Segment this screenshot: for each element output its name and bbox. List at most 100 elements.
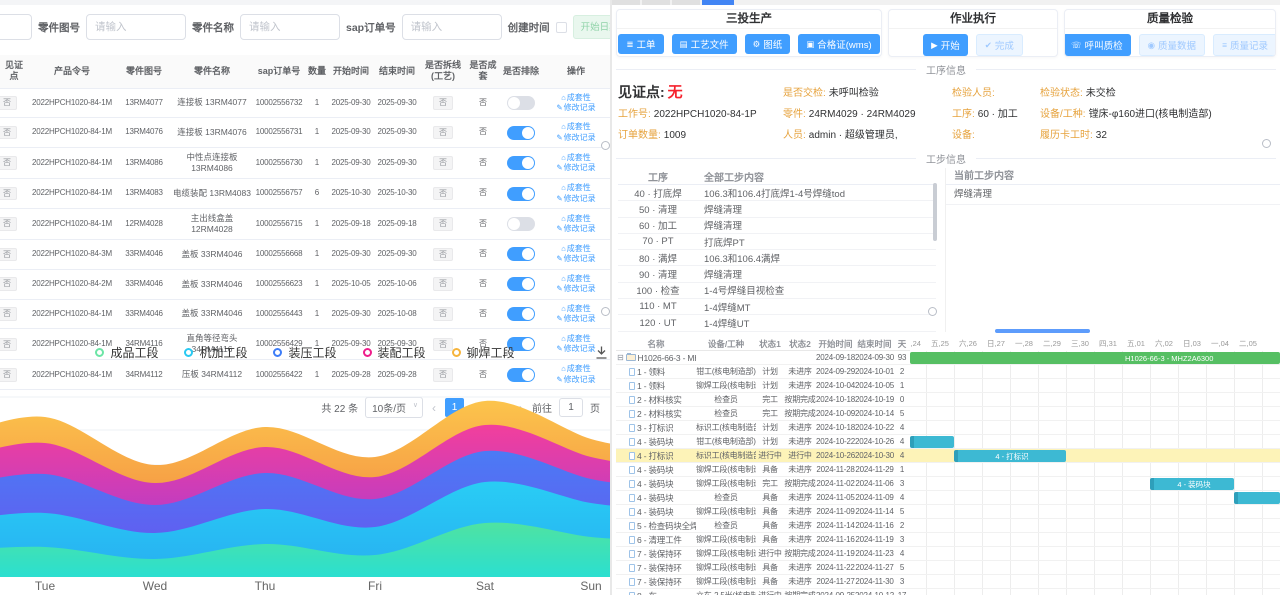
step-row[interactable]: 110 · MT 1-4焊缝MT xyxy=(618,299,936,316)
exclude-toggle[interactable] xyxy=(507,125,535,140)
page-size-select[interactable]: 10条/页 ∨ xyxy=(365,397,423,419)
suite-link[interactable]: ⌂成套性 xyxy=(561,364,591,374)
step-row[interactable]: 70 · PT 打底焊PT xyxy=(618,234,936,251)
gantt-row[interactable]: 6 - 清理工件 铆焊工段(核电制造部) 具备 未进序 2024-11-162024-1… xyxy=(616,533,910,547)
suite-link[interactable]: ⌂成套性 xyxy=(561,213,591,223)
suite-link[interactable]: ⌂成套性 xyxy=(561,334,591,344)
suite-link[interactable]: ⌂成套性 xyxy=(561,273,591,283)
step-row[interactable]: 60 · 加工 焊缝清理 xyxy=(618,218,936,234)
table-row[interactable]: 否 2022HPCH1020-84-1M 13RM4077 连接板 13RM4077 1… xyxy=(0,88,610,119)
resize-handle[interactable] xyxy=(1262,139,1271,148)
table-row[interactable]: 否 2022HPCH1020-84-1M 34RM4112 压板 34RM4112 10… xyxy=(0,359,610,391)
exclude-toggle[interactable] xyxy=(507,247,535,262)
suite-link[interactable]: ⌂成套性 xyxy=(561,303,591,313)
step-row[interactable]: 50 · 清理 焊缝清理 xyxy=(618,201,936,218)
tab-active[interactable] xyxy=(702,0,734,5)
quality-data-button[interactable]: ◉ 质量数据 xyxy=(1138,34,1206,56)
exclude-toggle[interactable] xyxy=(507,95,535,110)
legend-item[interactable]: 机加工段 xyxy=(184,344,247,361)
step-row[interactable]: 120 · UT 1-4焊缝UT xyxy=(618,315,936,332)
exclude-toggle[interactable] xyxy=(507,277,535,292)
step-row[interactable]: 90 · 清理 焊缝清理 xyxy=(618,266,936,283)
table-row[interactable]: 否 2022HPCH1020-84-1M 12RM4028 主出线盒盖 12RM402… xyxy=(0,208,610,241)
table-row[interactable]: 否 2022HPCH1020-84-2M 33RM4046 盖板 33RM4046 10… xyxy=(0,269,610,300)
table-row[interactable]: 否 2022HPCH1020-84-1M 13RM4086 中性点连接板 13RM40… xyxy=(0,147,610,180)
gantt-row[interactable]: 4 - 装码块 铆焊工段(核电制造部) 具备 未进序 2024-11-092024-11… xyxy=(616,505,910,519)
suite-link[interactable]: ⌂成套性 xyxy=(561,92,591,102)
certificate-wms-button[interactable]: ▣ 合格证(wms) xyxy=(798,34,880,54)
sap-order-no-input[interactable] xyxy=(401,14,502,40)
gantt-row[interactable]: 4 - 装码块 检查员 具备 未进序 2024-11-05 2024-11-09 4 xyxy=(616,491,910,505)
exclude-toggle[interactable] xyxy=(507,186,535,201)
table-row[interactable]: 否 2022HPCH1020-84-3M 33RM4046 盖板 33RM4046 10… xyxy=(0,239,610,270)
edit-record-link[interactable]: ✎修改记录 xyxy=(556,223,596,233)
gantt-row[interactable]: ⊟ H1026-66-3 - MHZ2A6300 2024-09-182024-09… xyxy=(616,351,910,365)
step-row[interactable]: 40 · 打底焊 106.3和106.4打底焊1-4号焊缝tod xyxy=(618,185,936,202)
download-chart-icon[interactable] xyxy=(594,345,609,365)
quality-record-button[interactable]: ≡ 质量记录 xyxy=(1213,34,1275,56)
prev-page-button[interactable]: ‹ xyxy=(432,400,436,415)
gantt-task-bar[interactable] xyxy=(1234,492,1280,504)
gantt-row[interactable]: 7 - 装保持环 铆焊工段(核电制造部) 具备 未进序 2024-11-272024-1… xyxy=(616,575,910,589)
edit-record-link[interactable]: ✎修改记录 xyxy=(556,284,596,294)
suite-link[interactable]: ⌂成套性 xyxy=(561,152,591,162)
gantt-row[interactable]: 7 - 装保持环 铆焊工段(核电制造部) 具备 未进序 2024-11-222024-1… xyxy=(616,561,910,575)
process-file-button[interactable]: ▤ 工艺文件 xyxy=(671,34,737,54)
gantt-row[interactable]: 1 - 领料 钳工(核电制造部) 计划 未进序 2024-09-29 2024-10-01… xyxy=(616,365,910,379)
edit-record-link[interactable]: ✎修改记录 xyxy=(556,344,596,354)
table-row[interactable]: 否 2022HPCH1020-84-1M 13RM4076 连接板 13RM4076 1… xyxy=(0,117,610,149)
clipped-filter-input[interactable] xyxy=(0,14,32,40)
exclude-toggle[interactable] xyxy=(507,337,535,352)
legend-item[interactable]: 铆焊工段 xyxy=(451,344,515,361)
drawing-button[interactable]: ⚙ 图纸 xyxy=(744,34,791,54)
edit-record-link[interactable]: ✎修改记录 xyxy=(556,313,596,323)
tab-stub[interactable] xyxy=(612,0,640,5)
start-button[interactable]: ▶ 开始 xyxy=(923,34,968,56)
resize-handle[interactable] xyxy=(601,307,610,316)
table-row[interactable]: 否 2022HPCH1020-84-1M 13RM4083 电缆装配 13RM4083… xyxy=(0,178,610,209)
collapse-icon[interactable]: ⊟ xyxy=(617,353,624,362)
gantt-row[interactable]: 2 - 材料核实 检查员 完工 按期完成 2024-10-09 2024-10-14 5 xyxy=(616,407,910,421)
tab-stub[interactable] xyxy=(672,0,700,5)
gantt-task-bar[interactable]: 4 - 装码块 xyxy=(1150,478,1234,490)
complete-button[interactable]: ✔ 完成 xyxy=(975,34,1023,56)
table-row[interactable]: 否 2022HPCH1020-84-1M 34RM4116 直角等径弯头 34RM41… xyxy=(0,328,610,361)
edit-record-link[interactable]: ✎修改记录 xyxy=(556,254,596,264)
suite-link[interactable]: ⌂成套性 xyxy=(561,183,591,193)
gantt-row[interactable]: 4 - 打标识标识工(核电制造部)进行中进行中2024-10-262024-10… xyxy=(616,449,910,463)
table-row[interactable]: 否 2022HPCH1020-84-1M 33RM4046 盖板 33RM4046 10… xyxy=(0,299,610,330)
gantt-row[interactable]: 4 - 装码块 铆焊工段(核电制造部) 具备 未进序 2024-11-282024-11… xyxy=(616,463,910,477)
exclude-toggle[interactable] xyxy=(507,216,535,231)
resize-handle[interactable] xyxy=(601,141,610,150)
gantt-task-bar[interactable]: 4 - 打标识 xyxy=(954,450,1066,462)
legend-item[interactable]: 装配工段 xyxy=(362,344,426,361)
gantt-row[interactable]: 7 - 装保持环 铆焊工段(核电制造部)进行中按期完成2024-11-192024… xyxy=(616,547,910,561)
start-date-input[interactable] xyxy=(572,15,610,39)
tab-stub[interactable] xyxy=(642,0,670,5)
edit-record-link[interactable]: ✎修改记录 xyxy=(556,193,596,203)
suite-link[interactable]: ⌂成套性 xyxy=(561,122,591,132)
gantt-summary-bar[interactable]: H1026-66-3 - MHZ2A6300 xyxy=(910,352,1280,364)
step-row[interactable]: 100 · 检查 1-4号焊缝目视检查 xyxy=(618,283,936,300)
gantt-row[interactable]: 1 - 领料 铆焊工段(核电制造部) 计划 未进序 2024-10-042024-10-… xyxy=(616,379,910,393)
work-order-button[interactable]: ≣ 工单 xyxy=(618,34,664,54)
part-drawing-no-input[interactable] xyxy=(86,14,186,40)
exclude-toggle[interactable] xyxy=(507,367,535,382)
gantt-row[interactable]: 2 - 材料核实 检查员 完工 按期完成 2024-10-18 2024-10-19 0 xyxy=(616,393,910,407)
edit-record-link[interactable]: ✎修改记录 xyxy=(556,132,596,142)
edit-record-link[interactable]: ✎修改记录 xyxy=(556,102,596,112)
call-inspection-button[interactable]: ☏ 呼叫质检 xyxy=(1065,34,1131,56)
legend-item[interactable]: 成品工段 xyxy=(95,344,158,361)
gantt-task-bar[interactable] xyxy=(910,436,954,448)
resize-handle[interactable] xyxy=(928,307,937,316)
gantt-row[interactable]: 8 - 车 立车-2.5米(核电制造部)进行中按期完成2024-09-252024… xyxy=(616,589,910,595)
gantt-row[interactable]: 5 - 检查码块全焊外径 检查员 具备 未进序 2024-11-142024-11-16… xyxy=(616,519,910,533)
panel-divider[interactable] xyxy=(610,0,612,595)
edit-record-link[interactable]: ✎修改记录 xyxy=(556,163,596,173)
legend-item[interactable]: 装压工段 xyxy=(273,344,337,361)
gantt-row[interactable]: 4 - 装码块 铆焊工段(核电制造部) 完工按期完成2024-11-022024-1… xyxy=(616,477,910,491)
part-name-input[interactable] xyxy=(240,14,340,40)
step-row[interactable]: 80 · 满焊 106.3和106.4满焊 xyxy=(618,250,936,267)
gantt-row[interactable]: 4 - 装码块 钳工(核电制造部) 计划 未进序 2024-10-22 2024-10-2… xyxy=(616,435,910,449)
exclude-toggle[interactable] xyxy=(507,306,535,321)
